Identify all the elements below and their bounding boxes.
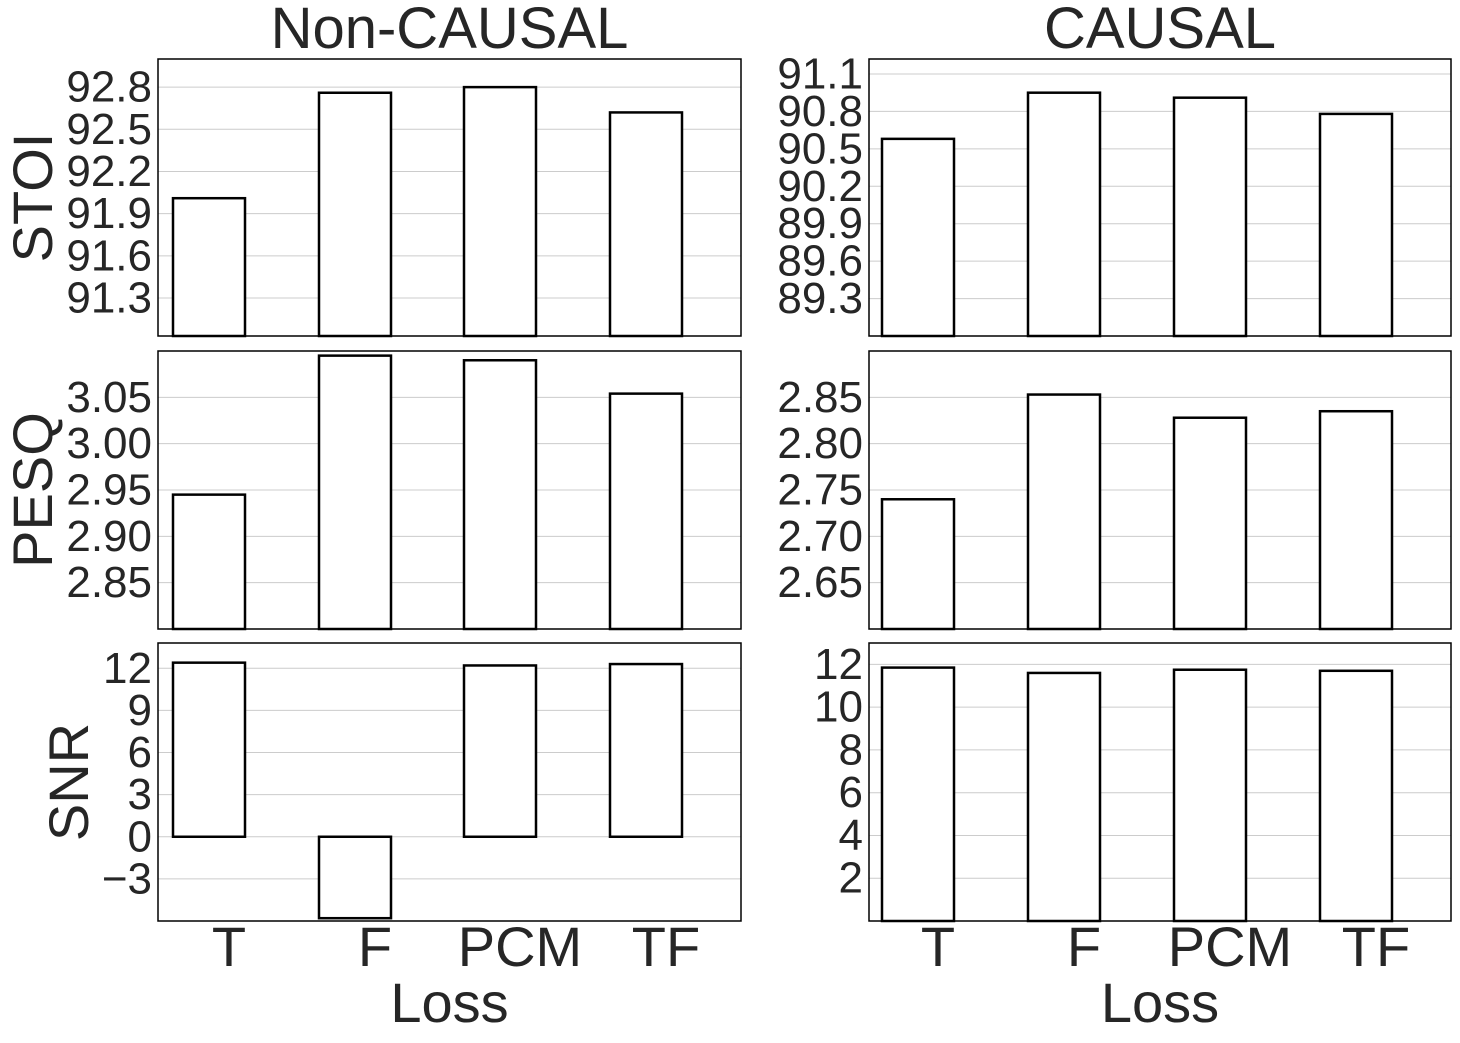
panel-5-bar-t	[171, 661, 247, 839]
panel-6-xtick-label: PCM	[1168, 915, 1292, 978]
panel-3-bar-pcm	[462, 359, 538, 631]
panel-4-ytick-label: 2.70	[777, 512, 863, 561]
panel-6-xlabel: Loss	[1101, 971, 1219, 1034]
panel-6-xtick-label: TF	[1342, 915, 1410, 978]
panel-1-ylabel: STOI	[1, 133, 64, 263]
panel-1-ytick-label: 92.2	[66, 147, 152, 196]
panel-3-ytick-label: 2.90	[66, 512, 152, 561]
panel-5-bar-pcm	[462, 664, 538, 839]
panel-4-bar-f	[1026, 393, 1102, 631]
panel-1-frame	[157, 58, 742, 337]
panel-6-ytick-label: 12	[814, 640, 863, 689]
panel-6-ytick-label: 8	[839, 725, 863, 774]
panel-3-bar-t	[171, 493, 247, 631]
panel-2-ytick-label: 89.3	[777, 274, 863, 323]
panel-5-ytick-label: 12	[103, 644, 152, 693]
panel-4-bar-tf	[1318, 409, 1394, 631]
panel-2-bar-pcm	[1172, 96, 1248, 338]
panel-6-ytick-label: 6	[839, 768, 863, 817]
panel-5-frame	[157, 642, 742, 922]
panel-2-ytick-label: 90.5	[777, 124, 863, 173]
panel-2-bar-f	[1026, 91, 1102, 338]
panel-2-ytick-label: 89.9	[777, 199, 863, 248]
panel-5-xtick-label: F	[358, 915, 392, 978]
panel-3-ylabel: PESQ	[1, 412, 64, 568]
panel-2-ytick-label: 90.8	[777, 87, 863, 136]
panel-5-ylabel: SNR	[37, 723, 100, 841]
panel-6-bar-pcm	[1172, 668, 1248, 923]
panel-6-xtick-label: T	[921, 915, 955, 978]
panel-6-bar-tf	[1318, 669, 1394, 923]
panel-6-bar-t	[880, 666, 956, 923]
panel-3-ytick-label: 2.95	[66, 466, 152, 515]
panel-4-bar-t	[880, 498, 956, 631]
panel-6-ytick-label: 4	[839, 811, 863, 860]
panel-5-xtick-label: TF	[632, 915, 700, 978]
panel-5-xlabel: Loss	[390, 971, 508, 1034]
panel-6-frame	[868, 642, 1452, 922]
panel-5-xtick-label: T	[212, 915, 246, 978]
panel-3-bar-tf	[608, 392, 684, 631]
panel-1-bar-f	[317, 91, 393, 338]
panel-4-ytick-label: 2.80	[777, 419, 863, 468]
panel-3-ytick-label: 2.85	[66, 558, 152, 607]
panel-3-bar-f	[317, 354, 393, 631]
panel-6-ytick-label: 10	[814, 683, 863, 732]
panel-1-ytick-label: 91.3	[66, 274, 152, 323]
panel-1-ytick-label: 91.9	[66, 189, 152, 238]
panel-2-ytick-label: 90.2	[777, 162, 863, 211]
panel-3-frame	[157, 350, 742, 630]
panel-1-bar-pcm	[462, 85, 538, 338]
panel-6-xtick-label: F	[1067, 915, 1101, 978]
panel-5-xtick-label: PCM	[458, 915, 582, 978]
panel-5-ytick-label: 9	[128, 686, 152, 735]
panel-6-ytick-label: 2	[839, 854, 863, 903]
panel-1-ytick-label: 91.6	[66, 231, 152, 280]
panel-2-frame	[868, 58, 1452, 337]
panel-4-ytick-label: 2.75	[777, 466, 863, 515]
panel-5-ytick-label: −3	[102, 854, 152, 903]
panel-5-ytick-label: 0	[128, 812, 152, 861]
panel-2-title: CAUSAL	[1044, 0, 1276, 61]
panel-2-ytick-label: 89.6	[777, 237, 863, 286]
panel-1-title: Non-CAUSAL	[271, 0, 629, 61]
panel-5-bar-f	[317, 835, 393, 920]
panel-5-ytick-label: 3	[128, 770, 152, 819]
panel-5-ytick-label: 6	[128, 728, 152, 777]
panel-4-bar-pcm	[1172, 416, 1248, 631]
panel-3-ytick-label: 3.05	[66, 373, 152, 422]
panel-1-bar-tf	[608, 111, 684, 338]
panel-2-bar-t	[880, 137, 956, 338]
panel-1-ytick-label: 92.5	[66, 105, 152, 154]
panel-4-frame	[868, 350, 1452, 630]
panel-5-bar-tf	[608, 662, 684, 839]
panel-2: 89.389.689.990.290.590.891.1 CAUSAL	[777, 0, 1452, 338]
panel-4-ytick-label: 2.85	[777, 373, 863, 422]
panel-4: 2.652.702.752.802.85	[777, 350, 1452, 631]
panel-2-ytick-label: 91.1	[777, 49, 863, 98]
panel-3-ytick-label: 3.00	[66, 419, 152, 468]
panel-6-bar-f	[1026, 671, 1102, 923]
panel-1-ytick-label: 92.8	[66, 63, 152, 112]
panel-1-bar-t	[171, 196, 247, 338]
panel-2-bar-tf	[1318, 112, 1394, 338]
panel-1: 91.391.691.992.292.592.8 Non-CAUSAL STOI	[1, 0, 742, 338]
panel-4-ytick-label: 2.65	[777, 558, 863, 607]
